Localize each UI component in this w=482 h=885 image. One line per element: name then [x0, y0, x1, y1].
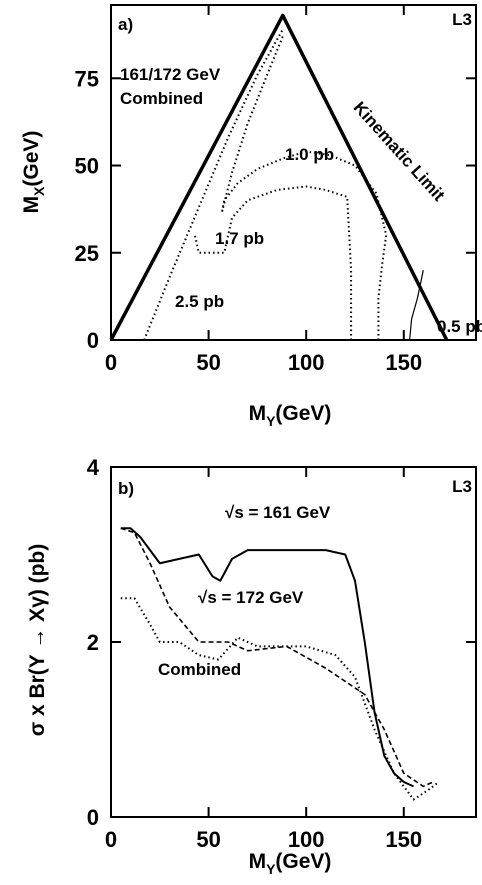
annotation: L3 — [452, 10, 472, 29]
series-line — [120, 527, 434, 788]
series-label: √s = 172 GeV — [198, 588, 304, 607]
annotation: b) — [118, 479, 134, 498]
y-tick-label: 0 — [87, 805, 99, 830]
x-tick-label: 0 — [105, 827, 117, 852]
series-label: 1.7 pb — [215, 229, 264, 248]
y-axis-label: σ x Br(Y → Xγ) (pb) — [26, 544, 49, 737]
series-line — [409, 270, 424, 341]
annotation: a) — [118, 15, 133, 34]
y-axis-label-unit: (GeV) — [20, 131, 43, 187]
x-axis-label-unit: (GeV) — [275, 850, 331, 873]
x-tick-label: 100 — [288, 350, 325, 375]
x-tick-label: 50 — [196, 350, 220, 375]
series-line — [221, 36, 388, 340]
series-line — [193, 185, 353, 340]
annotation: 161/172 GeV — [120, 65, 221, 84]
series-label: 0.5 pb — [437, 317, 482, 336]
x-tick-label: 0 — [105, 350, 117, 375]
plot-frame — [110, 4, 477, 341]
x-tick-label: 150 — [385, 827, 422, 852]
y-tick-label: 2 — [87, 630, 99, 655]
x-axis-label: MY(GeV) — [249, 850, 332, 877]
x-tick-label: 50 — [196, 827, 220, 852]
y-axis-label-main: M — [20, 196, 43, 214]
series-line — [120, 597, 440, 801]
y-tick-label: 25 — [75, 241, 99, 266]
x-axis-label-sub: Y — [266, 413, 276, 429]
y-tick-label: 75 — [75, 66, 99, 91]
y-axis-label-sub: X — [31, 186, 47, 196]
y-tick-label: 4 — [87, 455, 100, 480]
y-tick-label: 50 — [75, 154, 99, 179]
series-label: √s = 161 GeV — [225, 503, 331, 522]
x-axis-label-unit: (GeV) — [275, 402, 331, 425]
series-line — [109, 13, 449, 341]
series-label: 1.0 pb — [285, 145, 334, 164]
series-line — [143, 28, 284, 341]
series-label: Combined — [158, 660, 241, 679]
series-label: Kinematic Limit — [350, 98, 449, 205]
x-tick-label: 150 — [385, 350, 422, 375]
y-axis-label: MX(GeV) — [20, 131, 47, 214]
x-axis-label-main: M — [249, 402, 267, 425]
x-axis-label: MY(GeV) — [249, 402, 332, 429]
y-tick-label: 0 — [87, 328, 99, 353]
x-tick-label: 100 — [288, 827, 325, 852]
annotation: L3 — [452, 477, 472, 496]
x-axis-label-main: M — [249, 850, 267, 873]
series-label: 2.5 pb — [175, 292, 224, 311]
series-line — [120, 527, 414, 788]
annotation: Combined — [120, 89, 203, 108]
x-axis-label-sub: Y — [266, 861, 276, 877]
